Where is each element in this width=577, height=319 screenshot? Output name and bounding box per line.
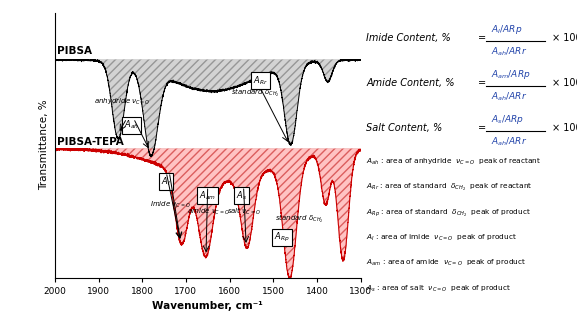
Text: $A_{ah}/ARr$: $A_{ah}/ARr$ <box>490 135 527 148</box>
Text: $A_{am}/ARp$: $A_{am}/ARp$ <box>490 68 530 81</box>
Text: amide $\nu_{C=O}$: amide $\nu_{C=O}$ <box>187 207 230 218</box>
Text: =: = <box>478 78 486 88</box>
Text: $A_{Rr}$ : area of standard  $\delta_{CH_2}$  peak of reactant: $A_{Rr}$ : area of standard $\delta_{CH_… <box>366 182 533 193</box>
Text: $A_s$: $A_s$ <box>236 189 247 202</box>
Text: $A_{ah}$ : area of anhydride  $\nu_{C=O}$  peak of reactant: $A_{ah}$ : area of anhydride $\nu_{C=O}$… <box>366 156 542 167</box>
Text: $A_{am}$ : area of amide  $\nu_{C=O}$  peak of product: $A_{am}$ : area of amide $\nu_{C=O}$ pea… <box>366 258 527 269</box>
Text: standard $\delta_{CH_2}$: standard $\delta_{CH_2}$ <box>275 213 324 225</box>
Text: $A_I/ARp$: $A_I/ARp$ <box>490 23 522 36</box>
Text: $A_I$: $A_I$ <box>162 175 171 188</box>
Text: =: = <box>478 123 486 133</box>
Text: $A_{ah}$: $A_{ah}$ <box>123 119 139 131</box>
Text: standard $\delta_{CH_2}$: standard $\delta_{CH_2}$ <box>231 87 280 99</box>
Text: Imide Content, %: Imide Content, % <box>366 33 451 43</box>
Text: $A_s$ : area of salt  $\nu_{C=O}$  peak of product: $A_s$ : area of salt $\nu_{C=O}$ peak of… <box>366 284 511 294</box>
Text: $A_{ah}/ARr$: $A_{ah}/ARr$ <box>490 45 527 58</box>
Text: Imide $\nu_{C=O}$: Imide $\nu_{C=O}$ <box>150 200 191 211</box>
Text: × 100: × 100 <box>552 123 577 133</box>
Text: $A_{Rp}$: $A_{Rp}$ <box>274 231 290 244</box>
Text: $A_{ah}/ARr$: $A_{ah}/ARr$ <box>490 90 527 103</box>
Text: $A_{Rr}$: $A_{Rr}$ <box>253 74 268 87</box>
Text: $A_{am}$: $A_{am}$ <box>199 189 216 202</box>
Y-axis label: Transmittance, %: Transmittance, % <box>39 100 49 190</box>
Text: × 100: × 100 <box>552 33 577 43</box>
Text: × 100: × 100 <box>552 78 577 88</box>
Text: PIBSA-TEPA: PIBSA-TEPA <box>57 137 123 147</box>
Text: PIBSA: PIBSA <box>57 46 92 56</box>
Text: $A_s/ARp$: $A_s/ARp$ <box>490 113 523 126</box>
Text: Amide Content, %: Amide Content, % <box>366 78 455 88</box>
Text: $A_{Rp}$ : area of standard  $\delta_{CH_2}$  peak of product: $A_{Rp}$ : area of standard $\delta_{CH_… <box>366 207 531 219</box>
Text: anhydride $\nu_{C=O}$: anhydride $\nu_{C=O}$ <box>94 97 151 107</box>
Text: Salt Content, %: Salt Content, % <box>366 123 443 133</box>
Text: =: = <box>478 33 486 43</box>
Text: $A_I$ : area of imide  $\nu_{C=O}$  peak of product: $A_I$ : area of imide $\nu_{C=O}$ peak o… <box>366 233 518 243</box>
Text: salt $\nu_{C=O}$: salt $\nu_{C=O}$ <box>227 206 261 218</box>
X-axis label: Wavenumber, cm⁻¹: Wavenumber, cm⁻¹ <box>152 301 263 311</box>
